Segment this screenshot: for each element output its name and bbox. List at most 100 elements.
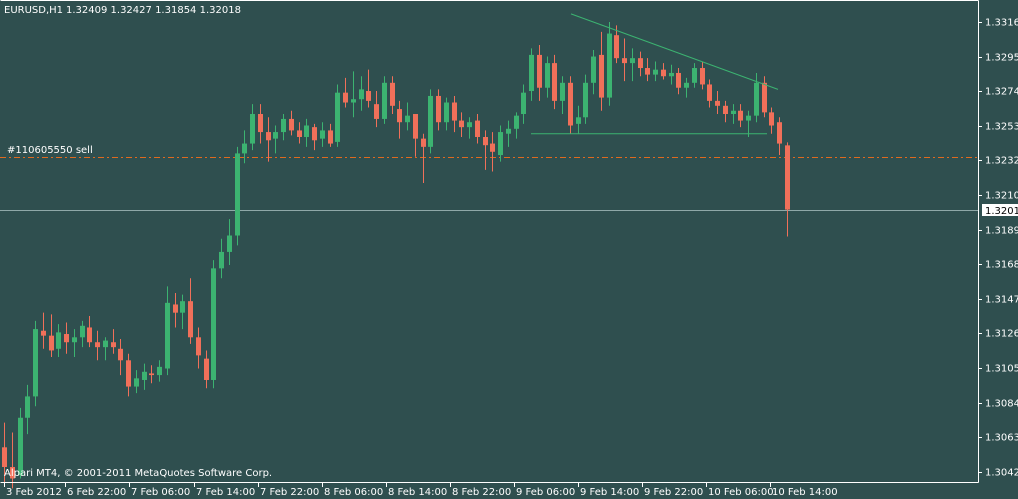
candle-body: [452, 102, 457, 121]
descending-resistance-line: [570, 13, 779, 90]
order-label[interactable]: #110605550 sell: [7, 145, 93, 156]
candle-body: [134, 378, 139, 387]
current-price-box: [982, 204, 1018, 216]
candle: [552, 54, 557, 110]
candle: [529, 48, 534, 101]
candle: [250, 104, 255, 151]
candle-body: [273, 132, 278, 139]
candle: [304, 118, 309, 147]
candle-body: [2, 447, 7, 468]
candle: [459, 112, 464, 137]
candle-body: [266, 132, 271, 141]
candle: [506, 120, 511, 147]
candle-body: [18, 417, 23, 476]
candle: [568, 76, 573, 134]
candle-body: [537, 54, 542, 88]
candle: [118, 338, 123, 376]
candle-body: [180, 301, 185, 313]
candle: [204, 350, 209, 389]
candle: [180, 294, 185, 330]
candle: [607, 22, 612, 106]
candle: [591, 49, 596, 95]
candle: [452, 95, 457, 133]
candle: [359, 76, 364, 111]
candle-body: [165, 302, 170, 369]
candle: [335, 84, 340, 147]
candle: [320, 122, 325, 147]
candle-body: [289, 118, 294, 131]
candle: [645, 58, 650, 82]
candle: [576, 105, 581, 134]
candle-body: [490, 143, 495, 152]
candle-body: [560, 82, 565, 101]
candle-body: [142, 371, 147, 380]
candle: [126, 353, 131, 397]
candle: [490, 132, 495, 172]
candle-body: [335, 92, 340, 142]
candle: [514, 112, 519, 139]
price-axis: 1.33160 1.32950 1.32740 1.32530 1.32320 1.321…: [978, 18, 1018, 479]
candle-body: [374, 104, 379, 119]
candle-body: [769, 112, 774, 126]
candle: [64, 322, 69, 354]
candle-body: [281, 118, 286, 133]
current-price-label: 1.32018: [985, 206, 1018, 217]
candle: [483, 130, 488, 170]
candle-body: [459, 120, 464, 128]
candle-body: [390, 82, 395, 106]
candle-body: [382, 82, 387, 119]
candle: [521, 84, 526, 124]
candle-body: [258, 114, 263, 133]
candle-body: [320, 130, 325, 139]
candle-body: [506, 128, 511, 134]
candle-body: [692, 68, 697, 83]
candle-body: [250, 114, 255, 144]
candle-body: [10, 467, 15, 479]
candle-body: [343, 92, 348, 103]
candle: [149, 365, 154, 384]
candle-body: [25, 396, 30, 418]
candle-body: [103, 340, 108, 348]
candle: [421, 133, 426, 183]
candle-body: [568, 82, 573, 126]
candle: [165, 286, 170, 376]
candle: [707, 79, 712, 108]
candle-body: [607, 33, 612, 98]
candle: [390, 76, 395, 115]
candle: [289, 110, 294, 136]
candle-body: [661, 69, 666, 77]
candle-body: [723, 105, 728, 115]
candle: [188, 278, 193, 344]
candle: [87, 315, 92, 348]
candle-body: [359, 89, 364, 100]
candle: [785, 142, 790, 237]
candle: [475, 114, 480, 144]
candle: [405, 102, 410, 131]
candle-body: [227, 235, 232, 252]
candle: [351, 71, 356, 118]
price-tick-label: 1.31475: [985, 295, 1018, 306]
candle: [25, 384, 30, 435]
candle: [196, 327, 201, 369]
candle-body: [64, 334, 69, 343]
candles-layer: [2, 22, 790, 489]
candle: [653, 61, 658, 82]
price-tick-label: 1.32320: [985, 156, 1018, 167]
candle: [297, 122, 302, 144]
candle: [436, 89, 441, 131]
candle-body: [785, 145, 790, 210]
candle-body: [700, 68, 705, 85]
candle-body: [211, 268, 216, 380]
time-tick-label: 10 Feb 06:00: [708, 487, 774, 498]
candle: [227, 219, 232, 266]
candle-body: [653, 69, 658, 75]
candle-body: [738, 110, 743, 121]
candle: [413, 114, 418, 157]
candle-body: [188, 301, 193, 338]
time-tick-label: 9 Feb 06:00: [516, 487, 575, 498]
price-tick-label: 1.31895: [985, 226, 1018, 237]
candle-body: [777, 122, 782, 144]
time-tick-label: 10 Feb 14:00: [772, 487, 838, 498]
candle: [273, 125, 278, 154]
